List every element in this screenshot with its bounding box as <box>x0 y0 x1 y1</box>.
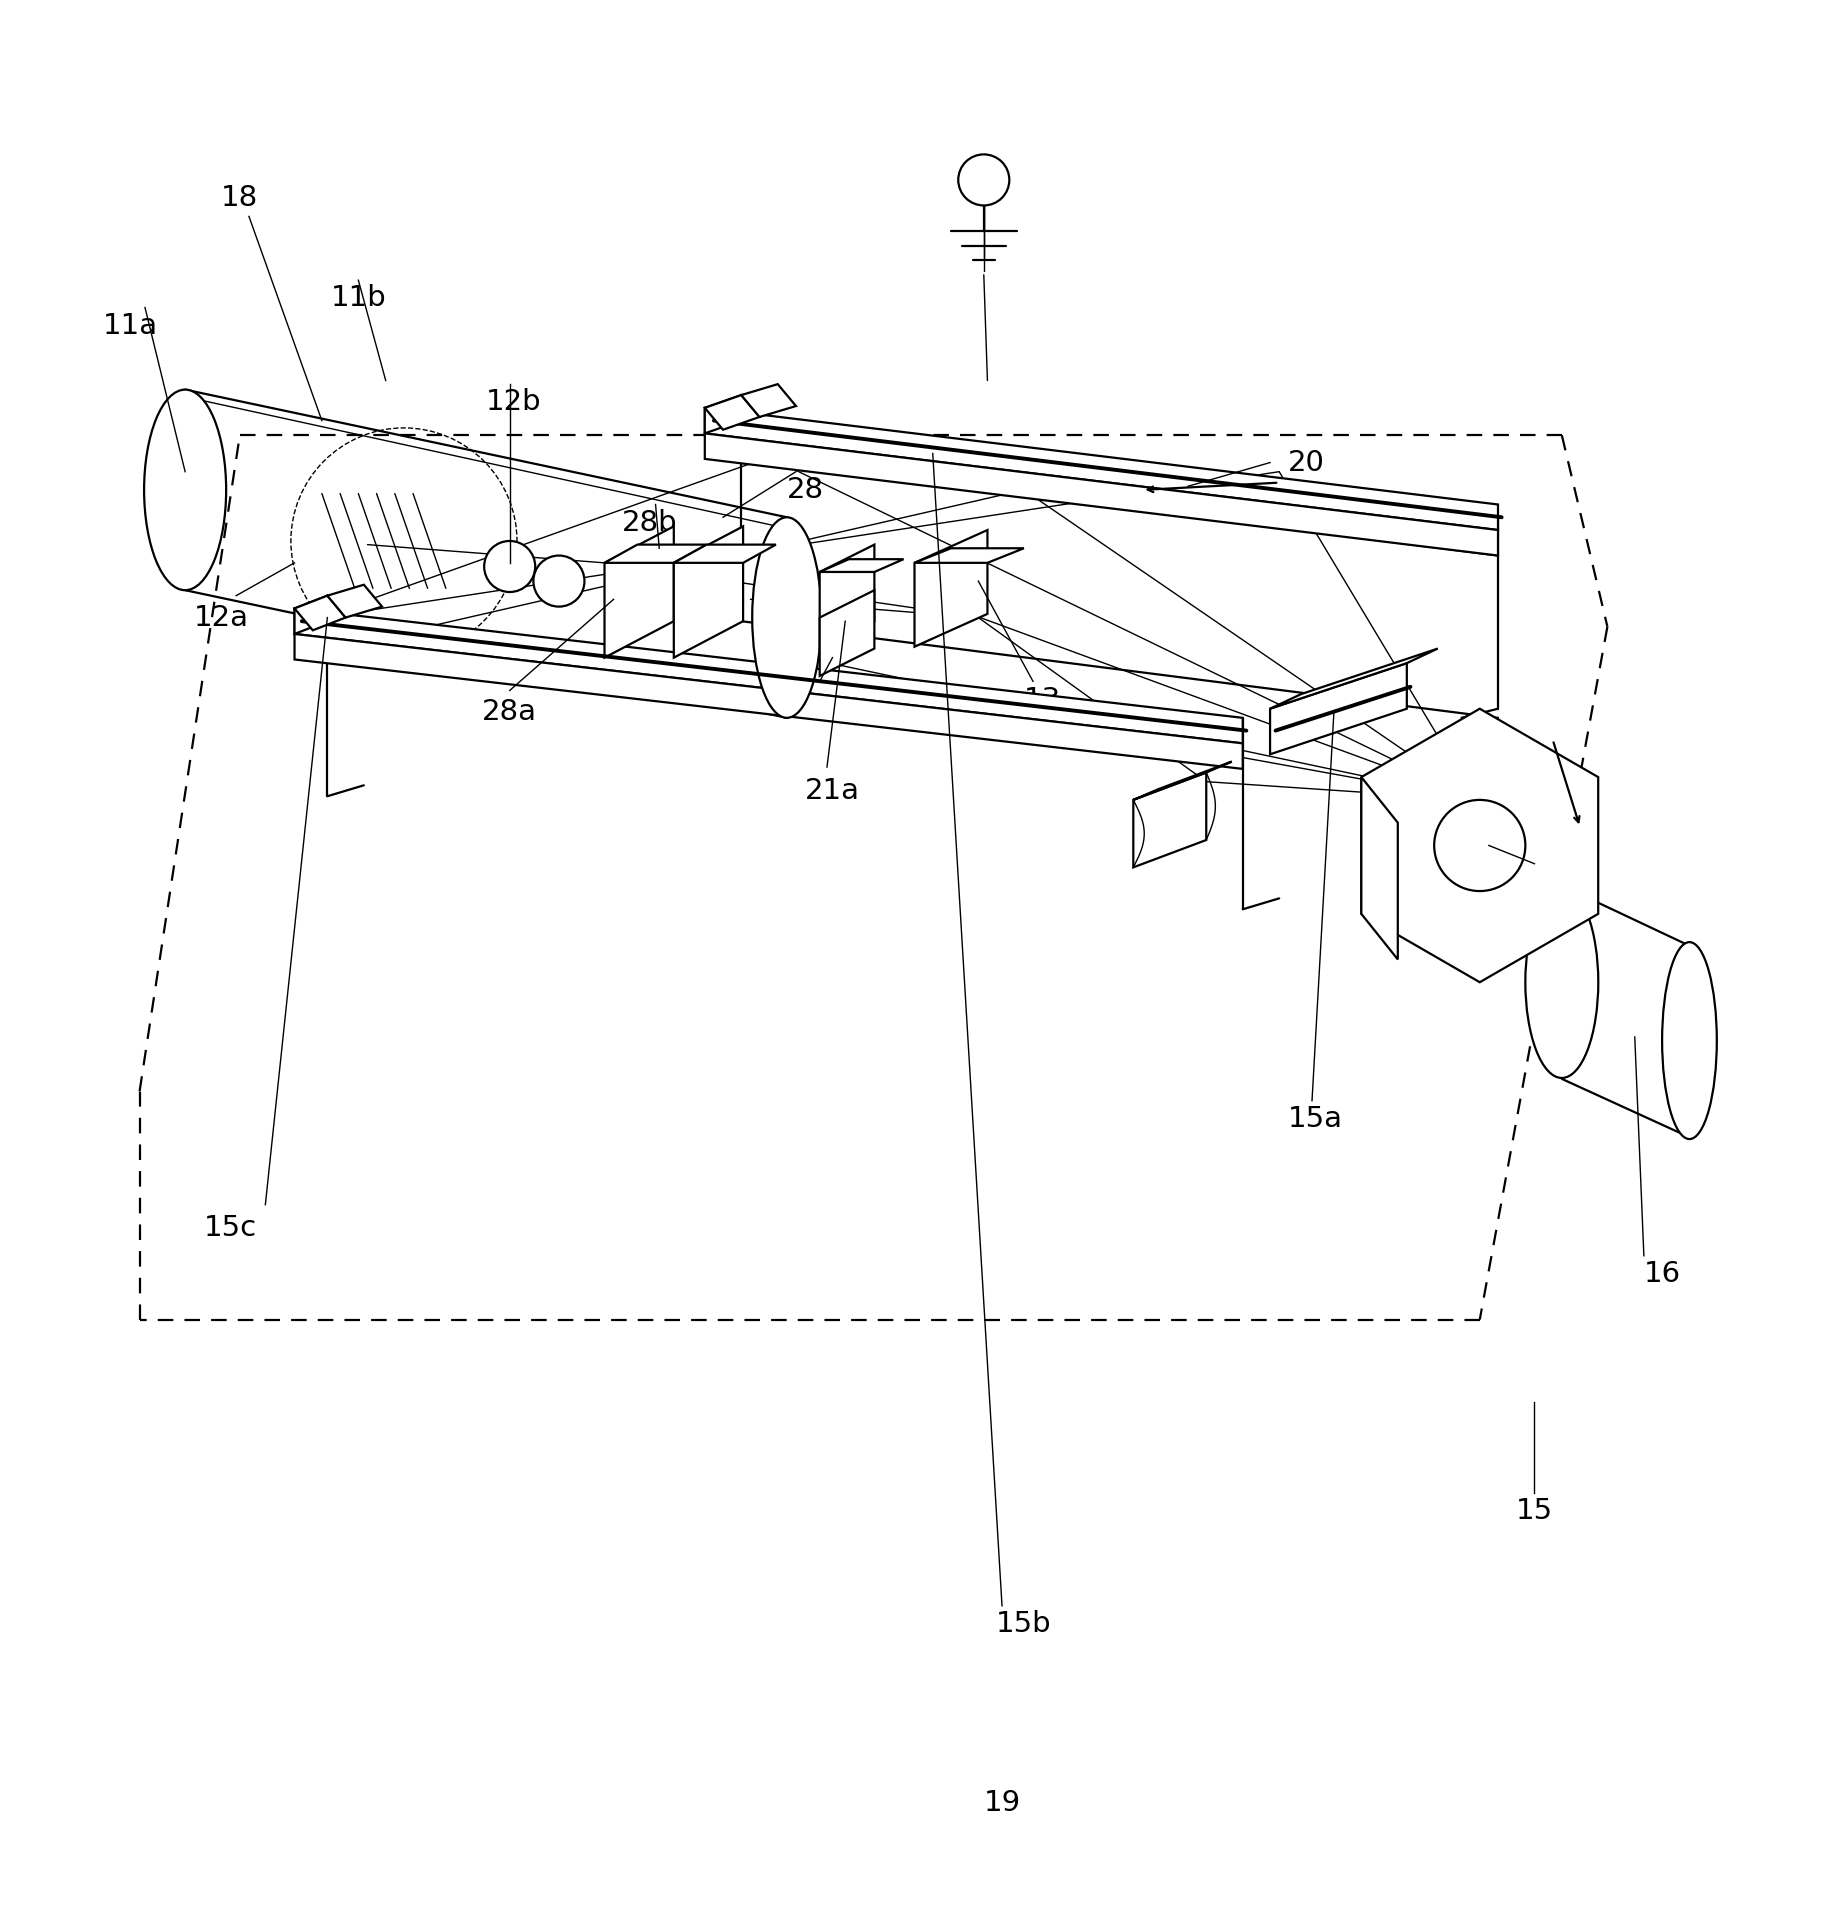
Ellipse shape <box>1663 943 1717 1139</box>
Ellipse shape <box>144 389 227 590</box>
Text: 12b: 12b <box>485 388 541 416</box>
Text: 15b: 15b <box>997 1610 1052 1639</box>
Text: 14: 14 <box>1516 868 1553 897</box>
Text: 28a: 28a <box>483 698 538 727</box>
Text: 19: 19 <box>984 1789 1021 1816</box>
Circle shape <box>958 154 1010 206</box>
Circle shape <box>1434 800 1525 891</box>
Polygon shape <box>1361 777 1397 960</box>
Polygon shape <box>1134 762 1231 800</box>
Polygon shape <box>704 395 759 430</box>
Polygon shape <box>605 544 706 563</box>
Polygon shape <box>704 434 1498 555</box>
Circle shape <box>534 555 585 607</box>
Polygon shape <box>1134 773 1207 868</box>
Polygon shape <box>673 544 775 563</box>
Ellipse shape <box>1525 887 1599 1078</box>
Polygon shape <box>1361 710 1599 981</box>
Polygon shape <box>704 395 741 434</box>
Text: 15a: 15a <box>1288 1105 1342 1134</box>
Polygon shape <box>1269 663 1407 754</box>
Text: 11a: 11a <box>102 312 157 339</box>
Text: 21a: 21a <box>805 777 860 804</box>
Polygon shape <box>294 634 1242 769</box>
Polygon shape <box>605 526 673 657</box>
Text: 28b: 28b <box>622 509 679 536</box>
Polygon shape <box>673 526 743 657</box>
Polygon shape <box>914 530 988 646</box>
Polygon shape <box>704 409 1498 530</box>
Polygon shape <box>327 584 382 617</box>
Text: 15: 15 <box>1516 1496 1553 1525</box>
Text: 21b: 21b <box>796 686 850 713</box>
Polygon shape <box>819 544 874 648</box>
Text: 12a: 12a <box>194 603 249 632</box>
Text: 16: 16 <box>1644 1261 1681 1288</box>
Polygon shape <box>819 590 874 677</box>
Polygon shape <box>914 548 1024 563</box>
Polygon shape <box>1269 648 1438 710</box>
Text: 15c: 15c <box>205 1215 258 1242</box>
Polygon shape <box>294 596 327 634</box>
Text: 20: 20 <box>1288 449 1324 476</box>
Text: 11b: 11b <box>331 285 386 312</box>
Circle shape <box>485 542 536 592</box>
Polygon shape <box>294 609 1242 744</box>
Text: 13: 13 <box>1024 686 1061 713</box>
Text: 28: 28 <box>786 476 823 503</box>
Polygon shape <box>294 596 346 630</box>
Polygon shape <box>819 559 904 573</box>
Polygon shape <box>741 384 796 416</box>
Ellipse shape <box>752 517 821 717</box>
Text: 18: 18 <box>221 185 258 212</box>
